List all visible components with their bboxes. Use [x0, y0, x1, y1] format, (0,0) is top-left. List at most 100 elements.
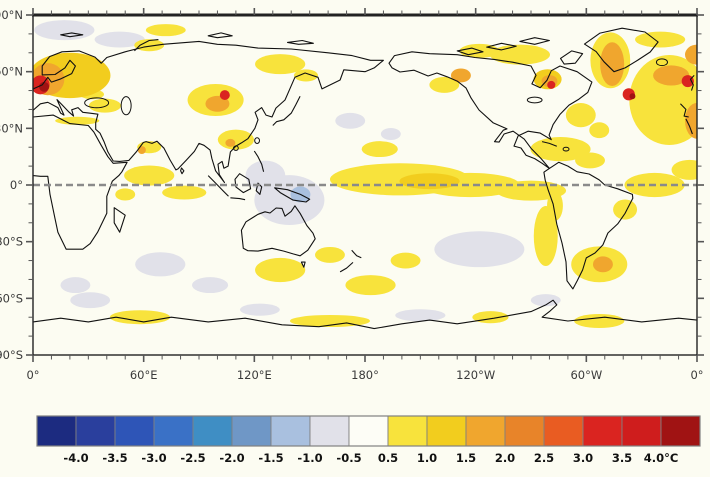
coastline-philippines: [253, 150, 265, 172]
coastline-great-lakes: [526, 96, 543, 104]
colorbar-label: -2.5: [180, 451, 205, 465]
anomaly-patch: [55, 116, 100, 125]
coastline-canadian-arctic-2: [519, 37, 550, 45]
anomaly-patch: [390, 252, 421, 269]
coastline-hainan: [232, 145, 239, 151]
coastline-iberia-fragment: [680, 103, 689, 118]
colorbar-cell: [348, 415, 389, 447]
anomaly-patch: [574, 314, 625, 328]
colorbar-label: -0.5: [336, 451, 361, 465]
x-axis-label: 120°E: [237, 368, 272, 382]
anomaly-fill-layer: [33, 20, 697, 328]
coastline-black-sea: [84, 97, 110, 109]
x-axis-label: 0°: [690, 368, 703, 382]
anomaly-patch: [115, 188, 136, 201]
coastline-australia: [240, 205, 316, 257]
anomaly-patch: [219, 90, 230, 100]
anomaly-patch: [653, 65, 690, 86]
anomaly-patch: [533, 205, 558, 267]
colorbar-label: -3.0: [141, 451, 166, 465]
latitude-axis-labels: 90°N 60°N 30°N 0° 30°S 60°S 90°S: [0, 8, 23, 362]
anomaly-patch: [530, 137, 591, 162]
anomaly-patch: [592, 256, 613, 273]
anomaly-patch: [613, 199, 638, 220]
colorbar-cell: [660, 415, 701, 447]
anomaly-patch: [629, 93, 636, 100]
colorbar-label: -2.0: [219, 451, 244, 465]
coastline-caspian-sea: [120, 96, 132, 116]
y-axis-label: 30°S: [0, 235, 23, 249]
colorbar-cell: [36, 415, 77, 447]
colorbar-cell: [504, 415, 545, 447]
colorbar-cell: [387, 415, 428, 447]
anomaly-patch: [685, 102, 697, 139]
anomaly-patch: [472, 311, 509, 324]
colorbar-label: 3.0: [573, 451, 593, 465]
colorbar-label: 1.0: [417, 451, 437, 465]
coastline-new-siberian-islands: [286, 39, 314, 45]
colorbar-cell: [465, 415, 506, 447]
colorbar-labels: -4.0 -3.5 -3.0 -2.5 -2.0 -1.5 -1.0 -0.5 0.5 1.0 1.…: [63, 451, 678, 465]
anomaly-patch: [39, 81, 50, 92]
colorbar-cell: [309, 415, 350, 447]
colorbar-cell: [75, 415, 116, 447]
coastline-novaya-zemlya: [134, 39, 159, 52]
colorbar-label: 4.0°C: [644, 451, 679, 465]
coastlines-layer: [33, 27, 697, 330]
x-axis-label: 120°W: [456, 368, 495, 382]
axis-ticks: [26, 8, 704, 362]
coastline-japan: [272, 95, 301, 126]
colorbar-cell: [114, 415, 155, 447]
y-axis-label: 60°N: [0, 65, 23, 79]
anomaly-patch: [162, 185, 207, 200]
y-axis-label: 0°: [10, 178, 23, 192]
y-axis-label: 90°N: [0, 8, 23, 22]
coastline-new-guinea: [274, 187, 311, 203]
anomaly-patch: [205, 95, 230, 112]
colorbar-label: -1.5: [258, 451, 283, 465]
coastline-new-zealand-north: [351, 249, 362, 259]
anomaly-patch: [34, 20, 95, 41]
y-axis-label: 90°S: [0, 348, 23, 362]
colorbar-cell: [543, 415, 584, 447]
anomaly-patch: [225, 138, 236, 147]
anomaly-patch: [399, 173, 460, 190]
anomaly-patch: [255, 54, 306, 75]
coastline-borneo: [234, 173, 252, 194]
anomaly-patch: [60, 277, 91, 294]
anomaly-patch: [245, 160, 286, 191]
coastline-hispaniola: [562, 146, 570, 152]
anomaly-patch: [530, 294, 561, 307]
anomaly-patch: [600, 42, 625, 87]
coastline-java: [230, 197, 246, 201]
coastline-greenland: [583, 27, 659, 73]
colorbar-label: 2.0: [495, 451, 515, 465]
anomaly-patch: [191, 277, 229, 294]
anomaly-patch: [671, 159, 697, 180]
anomaly-patch: [335, 112, 366, 129]
colorbar-cell: [582, 415, 623, 447]
anomaly-patch: [109, 310, 171, 325]
coastline-canadian-arctic-1: [486, 42, 517, 51]
coastline-tasmania: [300, 261, 306, 268]
colorbar-cell: [270, 415, 311, 447]
coastline-north-america: [388, 51, 593, 169]
colorbar-label: -4.0: [63, 451, 88, 465]
coastline-africa: [33, 114, 128, 250]
coastline-morocco-fragment: [685, 118, 693, 135]
colorbar-label: 1.5: [456, 451, 476, 465]
coastline-sulawesi: [255, 182, 263, 195]
x-axis-label: 60°E: [130, 368, 158, 382]
anomaly-patch: [450, 68, 471, 83]
x-axis-label: 60°W: [570, 368, 602, 382]
coastline-new-zealand-south: [339, 261, 354, 273]
coastline-sumatra: [207, 175, 229, 197]
colorbar-label: 0.5: [378, 451, 398, 465]
anomaly-patch: [395, 309, 446, 322]
coastline-antarctica: [33, 299, 697, 330]
y-axis-label: 30°N: [0, 121, 23, 135]
y-axis-label: 60°S: [0, 291, 23, 305]
x-axis-label: 0°: [26, 368, 39, 382]
